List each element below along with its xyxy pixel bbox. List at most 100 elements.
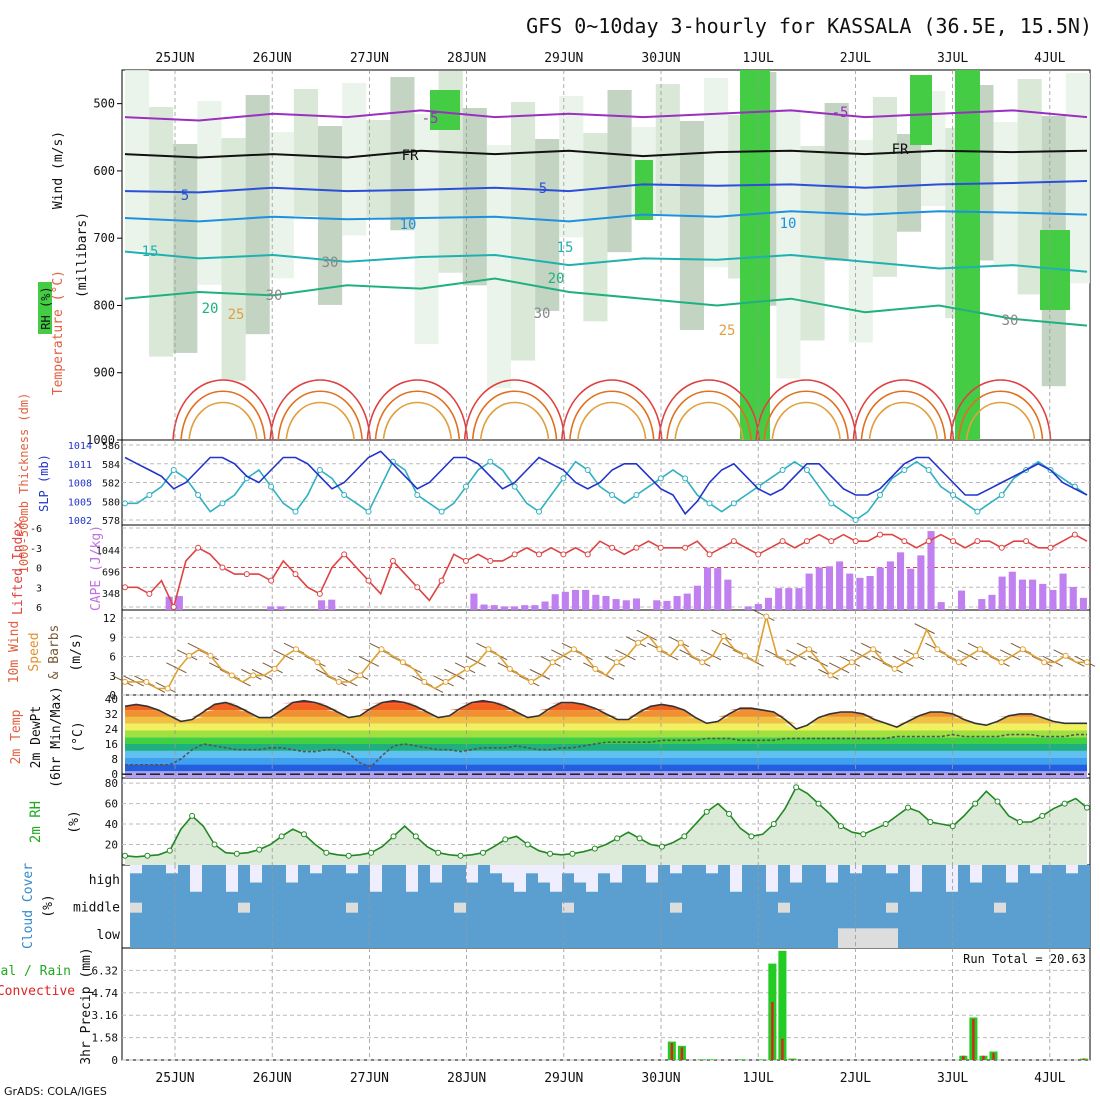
precip-total-axis-label: Total / Rain — [0, 964, 71, 979]
lifted-index-line-marker — [1023, 538, 1030, 545]
wind-speed-line-marker — [1019, 646, 1026, 653]
cape-bar — [998, 576, 1006, 610]
cape-bar — [714, 568, 722, 610]
lifted-index-line-marker — [950, 538, 957, 545]
wind-speed-line-marker — [549, 659, 556, 666]
wind-speed-line-marker — [164, 685, 171, 692]
wind-barb — [337, 675, 358, 687]
rh-line-marker — [435, 849, 442, 856]
cloud-gap — [706, 865, 718, 874]
cloud-gap — [238, 902, 250, 913]
cape-bar — [1049, 589, 1057, 610]
thickness-line-marker — [706, 500, 713, 507]
cloud-gap — [430, 865, 442, 883]
precip-total-bar — [708, 1059, 717, 1060]
lifted-index-line-marker — [195, 544, 202, 551]
rh-line-marker — [457, 852, 464, 859]
temp-line — [124, 699, 1087, 730]
cloud-gap — [586, 865, 598, 892]
date-label-bottom: 4JUL — [1034, 1071, 1065, 1086]
cape-bar — [754, 603, 762, 610]
precip-tick-label: 1.58 — [92, 1032, 119, 1045]
lifted-index-line-marker — [1047, 544, 1054, 551]
warm-isotherm — [860, 390, 947, 441]
isotherm-label: 15 — [142, 244, 159, 260]
wind-barb — [273, 649, 294, 661]
wind-tick-label: 6 — [109, 651, 116, 664]
isotherm-label: 20 — [202, 301, 219, 317]
temp-tick-label: 8 — [111, 753, 118, 766]
warm-isotherm — [188, 401, 258, 441]
cape-bar — [663, 600, 671, 610]
lifted-index-line-marker — [901, 538, 908, 545]
rh-line-marker — [972, 800, 979, 807]
thickness-tick-label: 584 — [102, 460, 120, 471]
cape-bar — [1008, 571, 1016, 610]
wind-speed-line-marker — [250, 672, 257, 679]
precip-total-bar — [697, 1059, 707, 1060]
cloud-gap — [466, 865, 478, 883]
wind-speed-line-marker — [421, 678, 428, 685]
rh-line-marker — [949, 823, 956, 830]
lifted-index-line-marker — [609, 544, 616, 551]
warm-isotherm — [771, 401, 841, 441]
slp-tick-label: 1011 — [68, 460, 92, 471]
cape-bar — [1039, 583, 1047, 610]
lifted-index-line-marker — [560, 551, 567, 558]
rh-line-marker — [323, 849, 330, 856]
slp-tick-label: 1008 — [68, 479, 92, 490]
thickness-line-marker — [487, 458, 494, 465]
cape-bar — [175, 596, 183, 610]
lifted-index-line-marker — [268, 577, 275, 584]
thickness-line — [125, 460, 1088, 521]
wind-speed-line-marker — [228, 672, 235, 679]
wind-speed-line-marker — [934, 646, 941, 653]
cloud-gap — [910, 865, 922, 892]
cape-bar — [795, 588, 803, 610]
lifted-index-line-marker — [803, 538, 810, 545]
wind-speed-line-marker — [314, 659, 321, 666]
cape-bar — [267, 606, 275, 610]
isotherm-label: 25 — [228, 307, 245, 323]
isotherm-line — [124, 109, 1088, 122]
temp-units-label: (°C) — [71, 721, 86, 752]
wind-speed-line-marker — [399, 659, 406, 666]
rh-high-shading — [430, 90, 460, 130]
warm-isotherm — [577, 401, 647, 441]
y-tick-label: 600 — [93, 164, 115, 178]
cloud-gap — [838, 928, 850, 948]
cape-bar — [825, 566, 834, 610]
lifted-index-line-marker — [365, 577, 372, 584]
wind-speed-line-marker — [891, 665, 898, 672]
cloud-gap — [670, 902, 682, 913]
rh-line-marker — [479, 849, 486, 856]
cape-bar — [815, 567, 823, 610]
cape-bar — [632, 598, 641, 610]
thickness-line-marker — [268, 483, 275, 490]
cape-bar — [561, 591, 569, 610]
cape-bar — [927, 531, 935, 610]
cape-bar — [622, 600, 630, 610]
warm-isotherm — [868, 401, 939, 441]
cape-bar — [785, 588, 793, 610]
cape-bar — [612, 599, 620, 610]
cape-bar — [988, 594, 996, 610]
grads-credit: GrADS: COLA/IGES — [4, 1085, 107, 1098]
lifted-index-line-marker — [755, 551, 762, 558]
warm-isotherm — [471, 390, 558, 441]
wind-speed-line-marker — [378, 646, 385, 653]
rh-line-marker — [502, 836, 509, 843]
cloud-gap — [946, 865, 958, 892]
y-tick-label: 500 — [93, 97, 115, 111]
rh-tick-label: 20 — [105, 839, 118, 852]
rh-high-shading — [635, 160, 653, 220]
rh-shading — [776, 109, 801, 379]
y-tick-label: 700 — [93, 231, 115, 245]
wind-tick-label: 12 — [103, 612, 116, 625]
wind-speed-line-marker — [528, 678, 535, 685]
cape-bar — [917, 555, 925, 610]
slp-tick-label: 1002 — [68, 516, 92, 527]
isotherm-line — [124, 180, 1088, 194]
rh-shading — [414, 114, 439, 345]
date-label-top: 4JUL — [1034, 51, 1065, 66]
